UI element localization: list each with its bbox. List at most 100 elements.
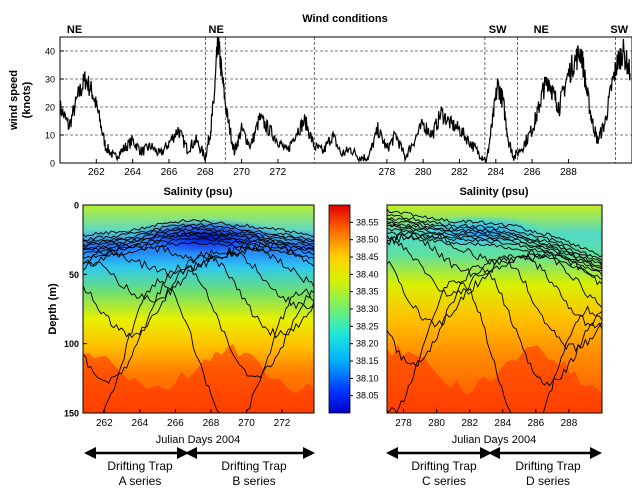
wind-x-tick-label-7: 280 [415, 167, 432, 178]
wind-y-ticks: 0 10 20 30 40 [45, 47, 64, 169]
wind-direction-label-0: NE [67, 24, 82, 36]
colorbar-tick-label-1: 38.10 [356, 373, 379, 383]
salinity-right-contour-10 [387, 230, 602, 308]
colorbar-tick-label-10: 38.55 [356, 217, 379, 227]
series-label-c-line1: Drifting Trap [411, 459, 477, 473]
wind-x-tick-label-4: 270 [233, 167, 250, 178]
series-label-d-line2: D series [525, 474, 570, 488]
salinity-left-x-axis-label: Julian Days 2004 [156, 434, 240, 446]
salinity-left-x-tick-label-1: 264 [132, 418, 149, 429]
salinity-right-x-tick-label-5: 288 [561, 418, 578, 429]
wind-y-tick-label-4: 40 [45, 47, 55, 57]
wind-speed-series-line [60, 37, 631, 163]
wind-x-tick-label-3: 268 [197, 167, 214, 178]
salinity-left-x-tick-label-2: 266 [167, 418, 184, 429]
wind-x-tick-label-1: 264 [124, 167, 141, 178]
series-label-c: Drifting Trap C series [394, 459, 494, 489]
salinity-left-x-ticks: 262 264 266 268 270 272 [96, 409, 291, 429]
series-label-d: Drifting Trap D series [498, 459, 598, 489]
wind-x-tick-label-5: 272 [270, 167, 287, 178]
salinity-left-y-axis-label: Depth (m) [47, 283, 59, 335]
salinity-left-contour-8 [83, 242, 314, 259]
salinity-left-contour-10 [83, 242, 314, 288]
colorbar-tick-label-5: 38.30 [356, 304, 379, 314]
wind-y-tick-label-3: 30 [45, 75, 55, 85]
wind-direction-label-4: SW [610, 24, 628, 36]
wind-direction-label-2: SW [489, 24, 507, 36]
wind-x-ticks: 262 264 266 268 270 272 278 280 282 284 286 288 [88, 159, 577, 178]
wind-y-axis-label: wind speed(knots) [8, 70, 33, 131]
series-label-b: Drifting Trap B series [204, 459, 304, 489]
wind-y-tick-label-1: 10 [45, 131, 55, 141]
wind-title: Wind conditions [302, 13, 387, 25]
salinity-left-contour-6 [83, 234, 314, 252]
wind-x-tick-label-6: 278 [379, 167, 396, 178]
salinity-left-contour-12 [83, 250, 314, 339]
salinity-left-frame [82, 204, 315, 414]
salinity-right-contour-5 [387, 222, 602, 270]
salinity-right-contour-14 [387, 280, 602, 413]
colorbar-tick-label-3: 38.20 [356, 339, 379, 349]
salinity-left-contour-13 [83, 263, 314, 385]
series-label-b-line1: Drifting Trap [221, 459, 287, 473]
salinity-left-x-tick-label-5: 272 [274, 418, 291, 429]
salinity-right-x-tick-label-0: 278 [395, 418, 412, 429]
series-label-a: Drifting Trap A series [90, 459, 190, 489]
wind-y-tick-label-2: 20 [45, 103, 55, 113]
series-label-a-line1: Drifting Trap [107, 459, 173, 473]
salinity-left-contour-7 [83, 237, 314, 256]
salinity-right-x-tick-label-4: 286 [528, 418, 545, 429]
colorbar-tick-label-6: 38.35 [356, 287, 379, 297]
series-label-d-line1: Drifting Trap [515, 459, 581, 473]
salinity-left-contour-14 [102, 277, 314, 413]
salinity-right-contour-7 [387, 227, 602, 276]
salinity-left-contour-0 [83, 218, 314, 238]
salinity-left-title: Salinity (psu) [163, 186, 232, 198]
colorbar-tick-label-0: 38.05 [356, 391, 379, 401]
salinity-right-contour-8 [387, 231, 602, 280]
wind-x-tick-label-2: 266 [161, 167, 178, 178]
salinity-left-y-tick-label-1: 50 [69, 270, 79, 280]
salinity-left-y-ticks: 0 50 100 150 [64, 201, 87, 419]
salinity-left-contour-3 [83, 227, 314, 246]
colorbar-ticks: 38.05 38.10 38.15 38.20 38.25 38.30 38.35 38.40… [350, 217, 379, 401]
wind-x-tick-label-10: 286 [524, 167, 541, 178]
colorbar-tick-label-4: 38.25 [356, 321, 379, 331]
salinity-right-field [387, 205, 602, 413]
salinity-left-contour-2 [83, 225, 314, 245]
wind-x-tick-label-0: 262 [88, 167, 105, 178]
salinity-right-x-axis-label: Julian Days 2004 [452, 434, 536, 446]
salinity-right-frame [386, 204, 603, 414]
colorbar-tick-label-8: 38.45 [356, 252, 379, 262]
salinity-left-x-tick-label-0: 262 [96, 418, 113, 429]
wind-y-tick-label-0: 0 [50, 159, 55, 169]
salinity-right-contour-0 [387, 208, 602, 258]
colorbar-tick-label-2: 38.15 [356, 356, 379, 366]
salinity-left-y-tick-label-0: 0 [74, 201, 79, 211]
wind-plot-frame [59, 36, 632, 164]
salinity-right-x-tick-label-3: 284 [494, 418, 511, 429]
salinity-right-contour-3 [387, 218, 602, 267]
series-label-c-line2: C series [421, 474, 466, 488]
salinity-right-x-tick-label-1: 280 [428, 418, 445, 429]
salinity-right-x-ticks: 278 280 282 284 286 288 [395, 409, 578, 429]
series-label-b-line2: B series [232, 474, 276, 488]
salinity-left-contour-1 [83, 222, 314, 242]
salinity-right-title: Salinity (psu) [459, 186, 528, 198]
salinity-left-contour-9 [83, 241, 314, 271]
wind-x-tick-label-9: 284 [487, 167, 504, 178]
salinity-right-contour-11 [387, 234, 602, 330]
salinity-left-field [83, 205, 314, 413]
wind-x-tick-label-8: 282 [451, 167, 468, 178]
wind-direction-label-1: NE [209, 24, 224, 36]
salinity-left-y-tick-label-2: 100 [64, 339, 79, 349]
wind-x-tick-label-11: 288 [560, 167, 577, 178]
salinity-left-x-tick-label-4: 270 [238, 418, 255, 429]
wind-direction-label-3: NE [534, 24, 549, 36]
colorbar [328, 204, 351, 414]
series-arrows [84, 447, 602, 459]
salinity-left-x-tick-label-3: 268 [203, 418, 220, 429]
salinity-left-contour-11 [83, 246, 314, 310]
salinity-left-y-tick-label-3: 150 [64, 409, 79, 419]
